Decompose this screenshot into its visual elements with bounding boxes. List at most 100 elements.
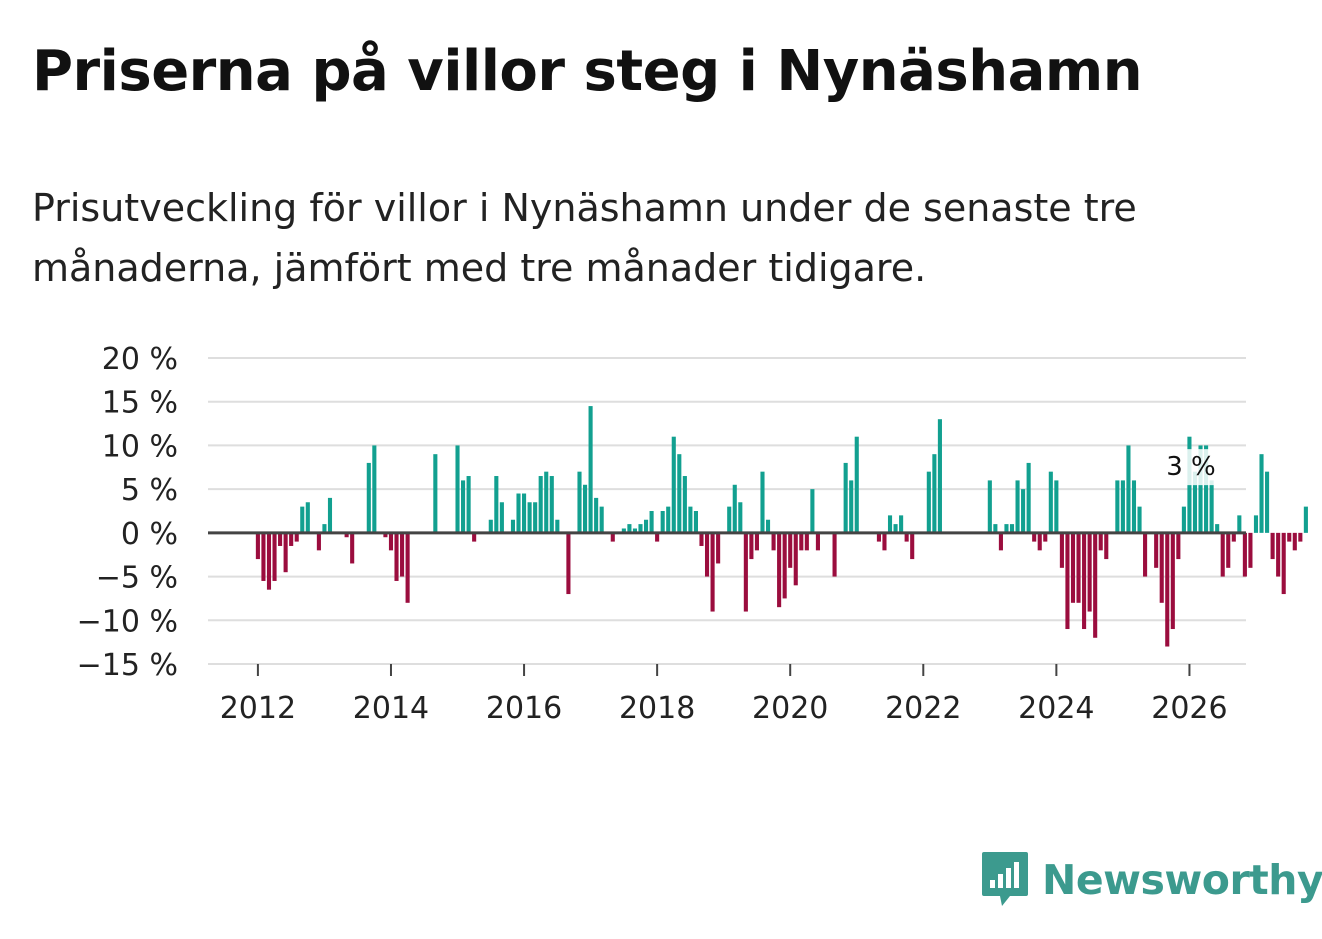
bar — [716, 532, 721, 564]
bar — [499, 502, 504, 533]
bar — [383, 532, 388, 538]
bar — [366, 462, 371, 533]
bar — [494, 476, 499, 533]
bar — [544, 471, 549, 533]
bar — [1248, 532, 1253, 568]
bar — [993, 524, 998, 533]
bar — [738, 502, 743, 533]
bar — [1237, 515, 1242, 533]
bar — [1265, 471, 1270, 533]
bar — [643, 519, 649, 533]
bar — [461, 480, 466, 533]
bar — [765, 519, 771, 533]
bar — [1253, 515, 1259, 533]
x-tick-label: 2016 — [486, 691, 562, 726]
bar — [388, 532, 394, 551]
bar — [1059, 532, 1064, 568]
bar — [577, 471, 582, 533]
y-tick-label: 0 % — [121, 517, 178, 552]
bar — [510, 519, 516, 533]
bar — [1204, 445, 1209, 533]
bar — [1098, 532, 1103, 551]
bar — [1093, 532, 1098, 638]
bar — [704, 532, 710, 577]
bar — [1037, 532, 1042, 551]
bar — [594, 497, 599, 533]
bar — [1115, 480, 1120, 533]
bar — [793, 532, 798, 586]
bar — [1226, 532, 1231, 568]
bar — [566, 532, 571, 595]
bar — [588, 406, 593, 533]
bar — [1032, 532, 1037, 542]
bar — [754, 532, 759, 551]
bar — [1131, 480, 1137, 533]
page-title: Priserna på villor steg i Nynäshamn — [32, 39, 1143, 104]
bar — [1054, 480, 1059, 533]
bar — [1220, 532, 1225, 577]
bar — [638, 524, 643, 533]
bar — [1159, 532, 1164, 603]
bar — [1026, 462, 1031, 533]
bar — [1070, 532, 1076, 603]
bar — [400, 532, 405, 577]
bar — [455, 445, 460, 533]
y-tick-label: 10 % — [102, 429, 178, 464]
bar — [632, 528, 637, 533]
x-tick-label: 2020 — [752, 691, 828, 726]
bar — [1165, 532, 1170, 647]
bar — [899, 515, 904, 533]
bar — [1176, 532, 1181, 560]
bar — [266, 532, 272, 590]
bar — [882, 532, 887, 551]
bar — [1242, 532, 1247, 577]
bar — [1209, 480, 1214, 533]
bar — [1004, 524, 1009, 533]
bar — [305, 502, 310, 533]
grid-lines — [208, 357, 1246, 665]
bar — [782, 532, 787, 599]
bar — [743, 532, 748, 612]
bar — [599, 506, 604, 533]
bar — [1292, 532, 1297, 551]
bar — [1021, 489, 1026, 533]
bar — [1082, 532, 1087, 630]
bar — [876, 532, 881, 542]
bar — [555, 519, 560, 533]
bar — [1281, 532, 1286, 595]
bar — [655, 532, 660, 542]
bar — [322, 524, 327, 533]
bar — [327, 497, 333, 533]
bar — [910, 532, 915, 560]
bar — [627, 524, 632, 533]
bar — [1215, 524, 1220, 533]
x-tick-label: 2024 — [1018, 691, 1094, 726]
bar — [394, 532, 399, 581]
bar — [1276, 532, 1281, 577]
bar — [815, 532, 820, 551]
bar — [854, 436, 859, 533]
bar — [405, 532, 410, 603]
x-tick-label: 2012 — [220, 691, 296, 726]
brand-name: Newsworthy — [1042, 856, 1322, 904]
bar — [466, 476, 471, 533]
bar — [283, 532, 288, 573]
bar — [472, 532, 477, 542]
bar — [1137, 506, 1142, 533]
bar — [699, 532, 704, 546]
bar — [1287, 532, 1292, 542]
bar — [710, 532, 715, 612]
bar — [433, 454, 438, 533]
bar — [1126, 445, 1131, 533]
bar — [1170, 532, 1175, 630]
bar — [749, 532, 754, 560]
bar — [987, 480, 992, 533]
x-tick-label: 2014 — [353, 691, 429, 726]
bar — [1009, 524, 1015, 533]
bar — [1015, 480, 1020, 533]
bar — [1048, 471, 1053, 533]
x-axis-ticks: 2012 2014 2016 2018 2020 2022 2024 2026 — [220, 664, 1228, 726]
bar — [1192, 471, 1198, 533]
chart-subtitle: Prisutveckling för villor i Nynäshamn un… — [32, 186, 1137, 290]
bar — [771, 532, 776, 551]
